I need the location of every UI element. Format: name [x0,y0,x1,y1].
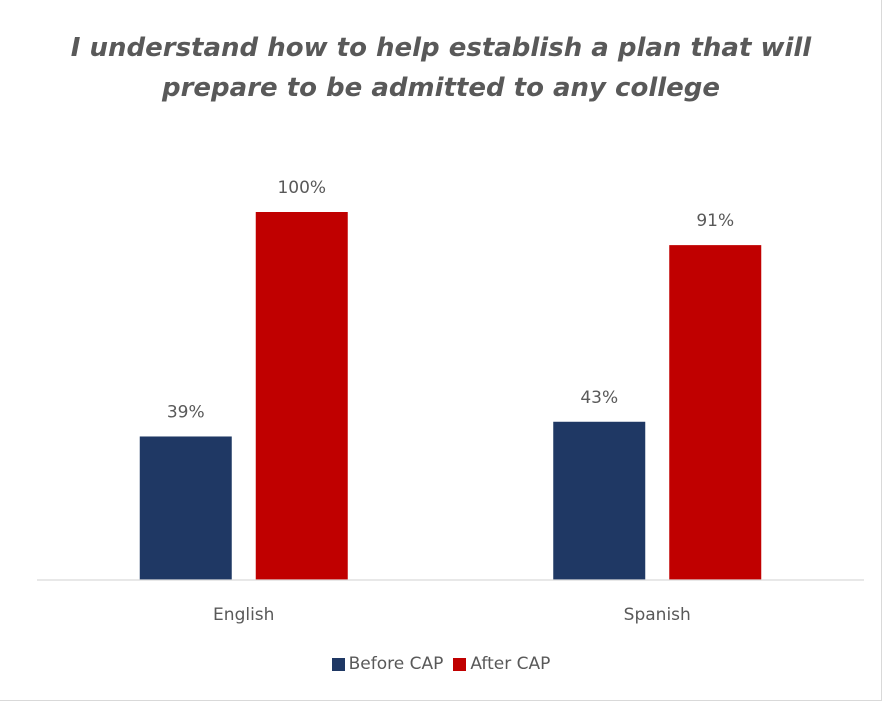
bar-after-cap-spanish [669,245,762,580]
legend-label-before-cap: Before CAP [348,654,444,674]
bar-before-cap-spanish [553,421,646,580]
legend-item-before-cap: Before CAP [331,654,444,674]
legend-swatch-before-cap [331,657,345,671]
data-label-after-cap-spanish: 91% [696,211,734,231]
x-tick-labels: English Spanish [213,605,691,625]
legend-swatch-after-cap [453,657,467,671]
x-tick-label-english: English [213,605,274,625]
data-labels-layer: 39% 100% 43% 91% [167,178,734,422]
x-tick-label-spanish: Spanish [624,605,691,625]
chart-title-line-1: I understand how to help establish a pla… [70,33,812,63]
legend-item-after-cap: After CAP [453,654,550,674]
chart-title-line-2: prepare to be admitted to any college [161,73,721,103]
legend-label-after-cap: After CAP [470,654,551,674]
bar-after-cap-english [255,212,348,580]
legend: Before CAP After CAP [0,651,882,677]
bar-before-cap-english [139,436,232,580]
chart-title: I understand how to help establish a pla… [0,28,882,108]
data-label-after-cap-english: 100% [277,178,326,198]
data-label-before-cap-spanish: 43% [580,388,618,408]
bars-layer [139,212,762,580]
data-label-before-cap-english: 39% [167,402,205,422]
